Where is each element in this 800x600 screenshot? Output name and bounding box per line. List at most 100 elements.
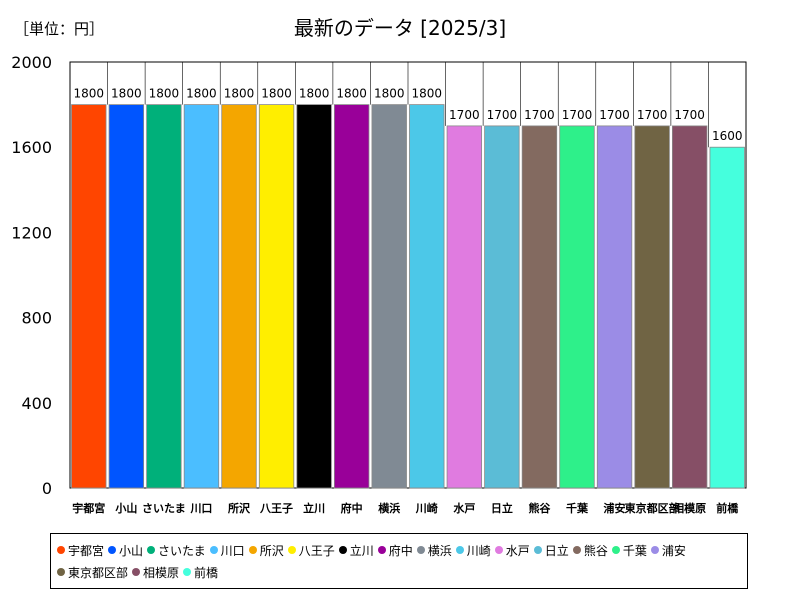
bar — [559, 125, 595, 489]
legend-item: 立川 — [338, 539, 374, 561]
bar — [146, 104, 182, 489]
legend-marker — [57, 546, 65, 554]
y-tick-label: 1200 — [11, 223, 52, 242]
legend-label: 横浜 — [427, 543, 452, 558]
legend-marker — [494, 546, 503, 554]
legend-label: さいたま — [158, 543, 206, 558]
legend-label: 所沢 — [259, 543, 284, 558]
legend-item: 所沢 — [248, 539, 284, 561]
legend-item: 横浜 — [416, 539, 452, 561]
data-label: 1700 — [674, 108, 705, 122]
bar — [671, 125, 708, 489]
legend-item: 府中 — [377, 539, 413, 561]
legend-item: 浦安 — [650, 539, 686, 561]
legend-marker — [338, 546, 347, 554]
x-tick-label: 川崎 — [415, 501, 438, 515]
data-label: 1700 — [599, 108, 630, 122]
data-label: 1800 — [336, 87, 367, 101]
legend-label: 千葉 — [622, 543, 647, 558]
x-tick-label: 熊谷 — [528, 501, 551, 515]
legend-item: 相模原 — [132, 561, 179, 583]
legend-item: 八王子 — [287, 539, 335, 561]
legend-marker — [248, 546, 257, 554]
x-tick-label: 水戸 — [453, 501, 475, 515]
legend-item: 川口 — [209, 539, 245, 561]
x-tick-label: 日立 — [491, 501, 513, 515]
legend-item: 小山 — [108, 539, 143, 561]
bar — [371, 104, 407, 489]
data-label: 1700 — [562, 108, 593, 122]
y-tick-label: 800 — [21, 309, 52, 328]
legend-item: 東京都区部 — [57, 561, 128, 583]
legend-marker — [650, 546, 659, 554]
x-tick-label: 横浜 — [378, 501, 400, 515]
data-label: 1800 — [299, 87, 330, 101]
legend-item: 日立 — [533, 539, 569, 561]
legend-item: 前橋 — [183, 561, 218, 583]
data-label: 1600 — [712, 129, 743, 143]
data-label: 1800 — [374, 87, 405, 101]
bar — [258, 104, 295, 489]
bar-chart: 0 400 800 1200 1600 2000 1800 宇都宮 1800 小山 1800 さいたま… — [11, 53, 747, 515]
legend-item: さいたま — [147, 539, 206, 561]
legend-marker — [57, 568, 65, 576]
legend-marker — [572, 546, 581, 554]
data-label: 1700 — [637, 108, 668, 122]
x-tick-label: 宇都宮 — [72, 501, 105, 515]
legend-marker — [132, 568, 141, 576]
x-tick-label: 前橋 — [716, 501, 739, 515]
chart-legend: 宇都宮 小山 さいたま 川口 所沢 八王子 立川 府中 横浜 川崎 水戸 日立 熊谷 千葉 浦安 東京都区部相… — [50, 533, 748, 589]
legend-label: 日立 — [544, 543, 569, 558]
x-tick-label: 府中 — [341, 501, 363, 515]
bar — [596, 125, 633, 489]
x-tick-label: 立川 — [303, 501, 325, 515]
x-tick-label: 小山 — [114, 501, 137, 515]
x-tick-label: 東京都区部 — [625, 501, 680, 515]
bar — [71, 104, 107, 489]
legend-marker — [108, 546, 117, 554]
bar — [409, 104, 445, 489]
x-tick-label: 千葉 — [566, 501, 589, 515]
legend-item: 宇都宮 — [57, 539, 104, 561]
legend-label: 東京都区部 — [68, 565, 129, 580]
bar — [296, 104, 332, 489]
legend-marker — [533, 546, 542, 554]
data-label: 1800 — [111, 87, 142, 101]
legend-marker — [183, 568, 192, 576]
legend-label: 川口 — [220, 543, 245, 558]
x-tick-label: 八王子 — [259, 502, 293, 515]
bar — [521, 125, 558, 489]
legend-item: 千葉 — [611, 539, 647, 561]
legend-label: 熊谷 — [583, 543, 608, 558]
legend-label: 小山 — [119, 543, 144, 558]
legend-marker — [209, 546, 218, 554]
data-label: 1800 — [261, 87, 292, 101]
x-tick-label: 川口 — [189, 502, 212, 515]
data-label: 1700 — [487, 108, 518, 122]
legend-label: 浦安 — [661, 543, 686, 558]
y-tick-label: 400 — [21, 394, 52, 413]
legend-marker — [147, 546, 156, 554]
legend-label: 立川 — [349, 543, 374, 558]
legend-label: 八王子 — [298, 543, 335, 558]
data-label: 1800 — [412, 87, 443, 101]
legend-label: 宇都宮 — [68, 543, 105, 558]
legend-item: 川崎 — [455, 539, 491, 561]
data-label: 1800 — [224, 87, 255, 101]
data-label: 1700 — [449, 108, 480, 122]
unit-label: ［単位：円］ — [14, 20, 105, 38]
bar — [108, 104, 145, 489]
data-label: 1800 — [74, 87, 105, 101]
bar — [634, 125, 670, 489]
legend-label: 前橋 — [194, 565, 219, 580]
chart-title: 最新のデータ [2025/3] — [293, 16, 507, 40]
bar — [333, 104, 370, 489]
data-label: 1800 — [149, 87, 180, 101]
legend-marker — [287, 546, 296, 554]
bar — [484, 125, 520, 489]
x-tick-label: さいたま — [142, 502, 186, 515]
legend-label: 府中 — [388, 543, 413, 558]
y-tick-label: 2000 — [11, 53, 52, 72]
bar — [709, 146, 745, 489]
y-tick-label: 1600 — [11, 138, 52, 157]
